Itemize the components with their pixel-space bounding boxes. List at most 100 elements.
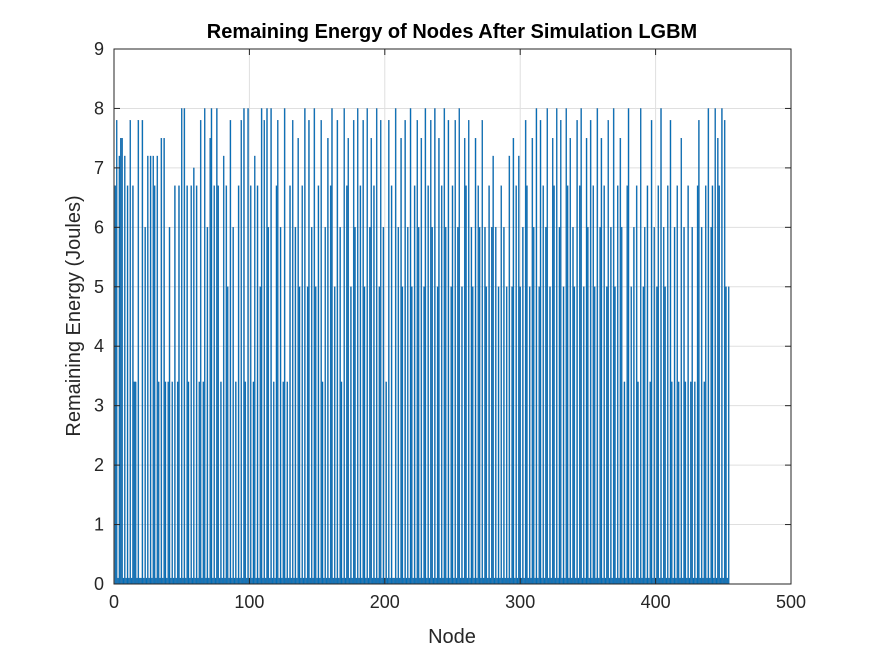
bar	[638, 577, 641, 585]
bar	[416, 120, 418, 585]
bar	[373, 185, 375, 585]
bar	[329, 185, 332, 585]
bar	[706, 577, 708, 585]
bar	[694, 381, 696, 585]
bar	[344, 577, 347, 585]
y-tick-label: 4	[94, 336, 104, 356]
bar	[274, 577, 276, 585]
bar	[205, 577, 207, 585]
bar	[212, 577, 214, 585]
bar	[388, 120, 390, 585]
bar	[656, 286, 658, 585]
bar	[591, 577, 593, 585]
bar	[436, 286, 439, 585]
y-tick-label: 0	[94, 574, 104, 594]
bar	[359, 185, 362, 585]
bar	[415, 577, 417, 585]
bar	[159, 577, 161, 585]
bar	[607, 120, 609, 585]
bar	[637, 381, 639, 585]
bar	[598, 577, 600, 585]
bar	[469, 577, 471, 585]
bar	[725, 286, 727, 585]
bar	[718, 185, 720, 585]
bar	[614, 286, 616, 585]
bar	[542, 185, 544, 585]
y-tick-label: 9	[94, 39, 104, 59]
bar	[279, 227, 282, 585]
bar	[515, 185, 517, 585]
y-tick-label: 3	[94, 396, 104, 416]
bar	[450, 286, 452, 585]
bar	[427, 185, 429, 585]
bar	[473, 577, 475, 585]
bar	[428, 577, 431, 585]
bar	[258, 577, 260, 585]
bar	[121, 138, 123, 585]
bar	[669, 120, 672, 585]
bar	[168, 227, 171, 585]
bar	[267, 227, 270, 585]
bar	[543, 577, 546, 585]
bar	[163, 138, 165, 585]
x-axis-label: Node	[428, 626, 476, 648]
bar	[140, 577, 142, 585]
bar	[717, 138, 719, 585]
bar	[721, 108, 723, 585]
bar	[382, 227, 385, 585]
bar	[224, 577, 226, 585]
bar	[320, 120, 322, 585]
bar	[396, 577, 398, 585]
bar	[560, 120, 562, 585]
bar	[535, 108, 538, 585]
bar	[244, 381, 247, 585]
bar	[190, 185, 192, 585]
bar	[155, 577, 157, 585]
bar	[626, 185, 628, 585]
bar	[186, 185, 188, 585]
bar	[217, 185, 219, 585]
bar	[550, 577, 553, 585]
bar	[305, 577, 307, 585]
bar	[347, 138, 349, 585]
bar	[358, 577, 360, 585]
bar	[132, 185, 134, 585]
bar	[157, 381, 160, 585]
bar	[681, 577, 684, 585]
bar	[499, 577, 501, 585]
bar	[300, 577, 302, 585]
bar	[149, 155, 152, 585]
bar	[389, 577, 391, 585]
bar	[365, 577, 367, 585]
bar	[259, 286, 261, 585]
bar	[281, 577, 283, 585]
bar	[247, 108, 249, 585]
x-tick-label: 300	[505, 592, 535, 612]
bar	[603, 185, 605, 585]
bar	[308, 120, 310, 585]
bar	[348, 577, 351, 585]
bar	[630, 286, 632, 585]
bar	[145, 577, 148, 585]
bar	[480, 577, 482, 585]
bar	[516, 577, 519, 585]
bar	[236, 577, 238, 585]
bar	[617, 185, 619, 585]
bar	[133, 381, 136, 585]
bar	[194, 577, 196, 585]
bar	[374, 577, 377, 585]
bar	[191, 577, 194, 585]
x-tick-label: 100	[234, 592, 264, 612]
bar	[505, 286, 508, 585]
bar	[220, 381, 222, 585]
x-axis-ticks: 0 100 200 300 400 500	[109, 49, 806, 612]
bar	[673, 227, 676, 585]
bar	[660, 108, 662, 585]
bar	[648, 577, 650, 585]
bar	[324, 227, 326, 585]
bar	[116, 120, 118, 585]
bar	[692, 577, 695, 585]
bar	[283, 108, 286, 585]
bar	[519, 286, 521, 585]
bar	[588, 577, 590, 585]
